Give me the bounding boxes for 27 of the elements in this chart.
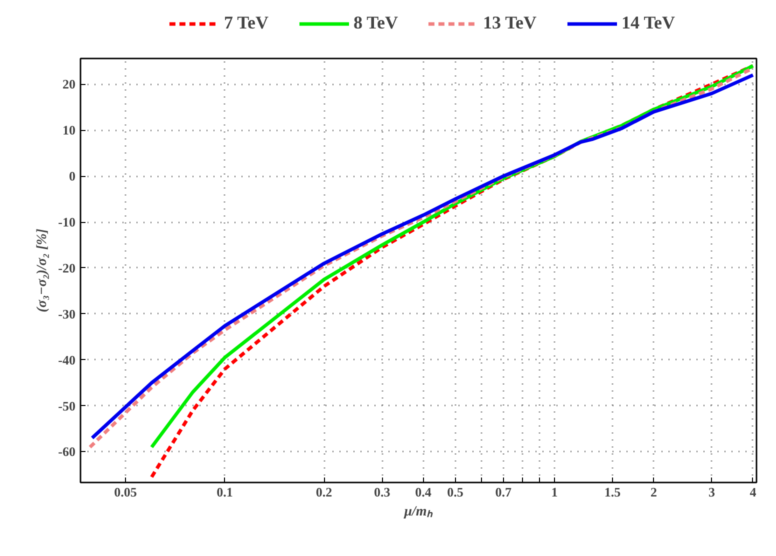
y-tick-label: -10 <box>58 214 76 230</box>
y-tick-label: -50 <box>58 398 76 414</box>
y-tick-label: 0 <box>69 168 76 184</box>
y-tick-label: 10 <box>62 122 76 138</box>
legend-label: 8 TeV <box>353 12 398 34</box>
y-tick-label: -40 <box>58 352 76 368</box>
legend-label: 13 TeV <box>483 12 537 34</box>
x-tick-label: 3 <box>708 484 716 500</box>
y-tick-label: -20 <box>58 260 76 276</box>
x-tick-label: 4 <box>750 484 757 500</box>
x-tick-label: 0.05 <box>114 484 138 500</box>
x-tick-label: 1 <box>551 484 558 500</box>
y-tick-label: 20 <box>62 76 76 92</box>
x-tick-label: 2 <box>650 484 657 500</box>
legend-label: 14 TeV <box>622 12 676 34</box>
x-tick-label: 0.4 <box>415 484 432 500</box>
y-tick-label: -30 <box>58 306 76 322</box>
x-tick-label: 0.7 <box>495 484 512 500</box>
x-tick-label: 0.1 <box>216 484 233 500</box>
y-axis-title: (σ₃−σ₂)/σ₂ [%] <box>35 228 50 312</box>
x-axis-title: μ/mₕ <box>403 504 433 520</box>
y-tick-label: -60 <box>58 444 76 460</box>
x-tick-label: 1.5 <box>604 484 622 500</box>
x-tick-label: 0.3 <box>374 484 391 500</box>
legend-label: 7 TeV <box>224 12 268 34</box>
x-tick-label: 0.2 <box>316 484 332 500</box>
x-tick-label: 0.5 <box>447 484 464 500</box>
